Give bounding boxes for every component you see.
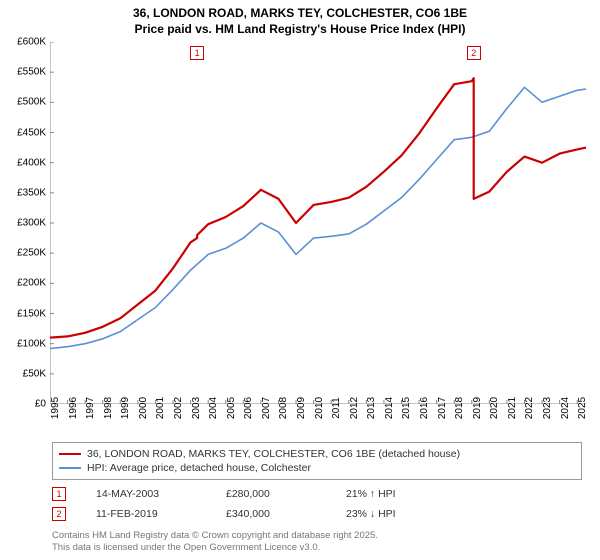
x-tick-label: 2019 <box>472 397 483 419</box>
x-tick-label: 2002 <box>173 397 184 419</box>
event-price: £280,000 <box>226 488 346 500</box>
legend: 36, LONDON ROAD, MARKS TEY, COLCHESTER, … <box>52 442 582 480</box>
legend-item: HPI: Average price, detached house, Colc… <box>59 461 575 475</box>
x-tick-label: 2006 <box>243 397 254 419</box>
attribution: Contains HM Land Registry data © Crown c… <box>52 530 582 554</box>
y-tick-label: £550K <box>17 67 46 78</box>
x-tick-label: 2004 <box>208 397 219 419</box>
event-date: 14-MAY-2003 <box>96 488 226 500</box>
event-row: 1 14-MAY-2003£280,00021% ↑ HPI <box>52 484 582 504</box>
x-tick-label: 2023 <box>542 397 553 419</box>
y-tick-label: £50K <box>23 368 46 379</box>
x-tick-label: 2020 <box>489 397 500 419</box>
attribution-line2: This data is licensed under the Open Gov… <box>52 542 582 554</box>
event-change: 23% ↓ HPI <box>346 508 466 520</box>
legend-item: 36, LONDON ROAD, MARKS TEY, COLCHESTER, … <box>59 447 575 461</box>
x-tick-label: 2014 <box>384 397 395 419</box>
x-tick-label: 2025 <box>577 397 588 419</box>
x-tick-label: 2024 <box>560 397 571 419</box>
x-tick-label: 1998 <box>103 397 114 419</box>
x-tick-label: 2021 <box>507 397 518 419</box>
x-tick-label: 1995 <box>50 397 61 419</box>
legend-swatch <box>59 467 81 469</box>
event-table: 1 14-MAY-2003£280,00021% ↑ HPI 2 11-FEB-201… <box>52 484 582 524</box>
x-tick-label: 2005 <box>226 397 237 419</box>
chart-event-marker: 2 <box>467 46 481 60</box>
event-price: £340,000 <box>226 508 346 520</box>
y-tick-label: £200K <box>17 278 46 289</box>
x-tick-label: 1999 <box>120 397 131 419</box>
x-tick-label: 2007 <box>261 397 272 419</box>
x-tick-label: 2022 <box>524 397 535 419</box>
y-axis: £0£50K£100K£150K£200K£250K£300K£350K£400… <box>0 42 48 404</box>
legend-swatch <box>59 453 81 456</box>
event-marker: 2 <box>52 507 66 521</box>
x-axis: 1995199619971998199920002001200220032004… <box>50 404 586 444</box>
line-chart: 12 <box>50 42 586 404</box>
event-marker: 1 <box>52 487 66 501</box>
chart-title-line1: 36, LONDON ROAD, MARKS TEY, COLCHESTER, … <box>0 6 600 22</box>
y-tick-label: £350K <box>17 187 46 198</box>
x-tick-label: 2012 <box>349 397 360 419</box>
x-tick-label: 2001 <box>155 397 166 419</box>
legend-label: 36, LONDON ROAD, MARKS TEY, COLCHESTER, … <box>87 448 460 460</box>
x-tick-label: 2015 <box>401 397 412 419</box>
x-tick-label: 2010 <box>314 397 325 419</box>
y-tick-label: £100K <box>17 338 46 349</box>
x-tick-label: 2016 <box>419 397 430 419</box>
event-date: 11-FEB-2019 <box>96 508 226 520</box>
x-tick-label: 1996 <box>68 397 79 419</box>
attribution-line1: Contains HM Land Registry data © Crown c… <box>52 530 582 542</box>
chart-event-marker: 1 <box>190 46 204 60</box>
y-tick-label: £0 <box>35 399 46 410</box>
x-tick-label: 2018 <box>454 397 465 419</box>
x-tick-label: 2009 <box>296 397 307 419</box>
event-row: 2 11-FEB-2019£340,00023% ↓ HPI <box>52 504 582 524</box>
x-tick-label: 2000 <box>138 397 149 419</box>
x-tick-label: 2008 <box>278 397 289 419</box>
chart-title-line2: Price paid vs. HM Land Registry's House … <box>0 22 600 38</box>
y-tick-label: £450K <box>17 127 46 138</box>
y-tick-label: £300K <box>17 218 46 229</box>
x-tick-label: 1997 <box>85 397 96 419</box>
y-tick-label: £150K <box>17 308 46 319</box>
x-tick-label: 2017 <box>437 397 448 419</box>
y-tick-label: £500K <box>17 97 46 108</box>
x-tick-label: 2013 <box>366 397 377 419</box>
y-tick-label: £600K <box>17 37 46 48</box>
x-tick-label: 2011 <box>331 397 342 419</box>
y-tick-label: £250K <box>17 248 46 259</box>
legend-label: HPI: Average price, detached house, Colc… <box>87 462 311 474</box>
x-tick-label: 2003 <box>191 397 202 419</box>
y-tick-label: £400K <box>17 157 46 168</box>
event-change: 21% ↑ HPI <box>346 488 466 500</box>
